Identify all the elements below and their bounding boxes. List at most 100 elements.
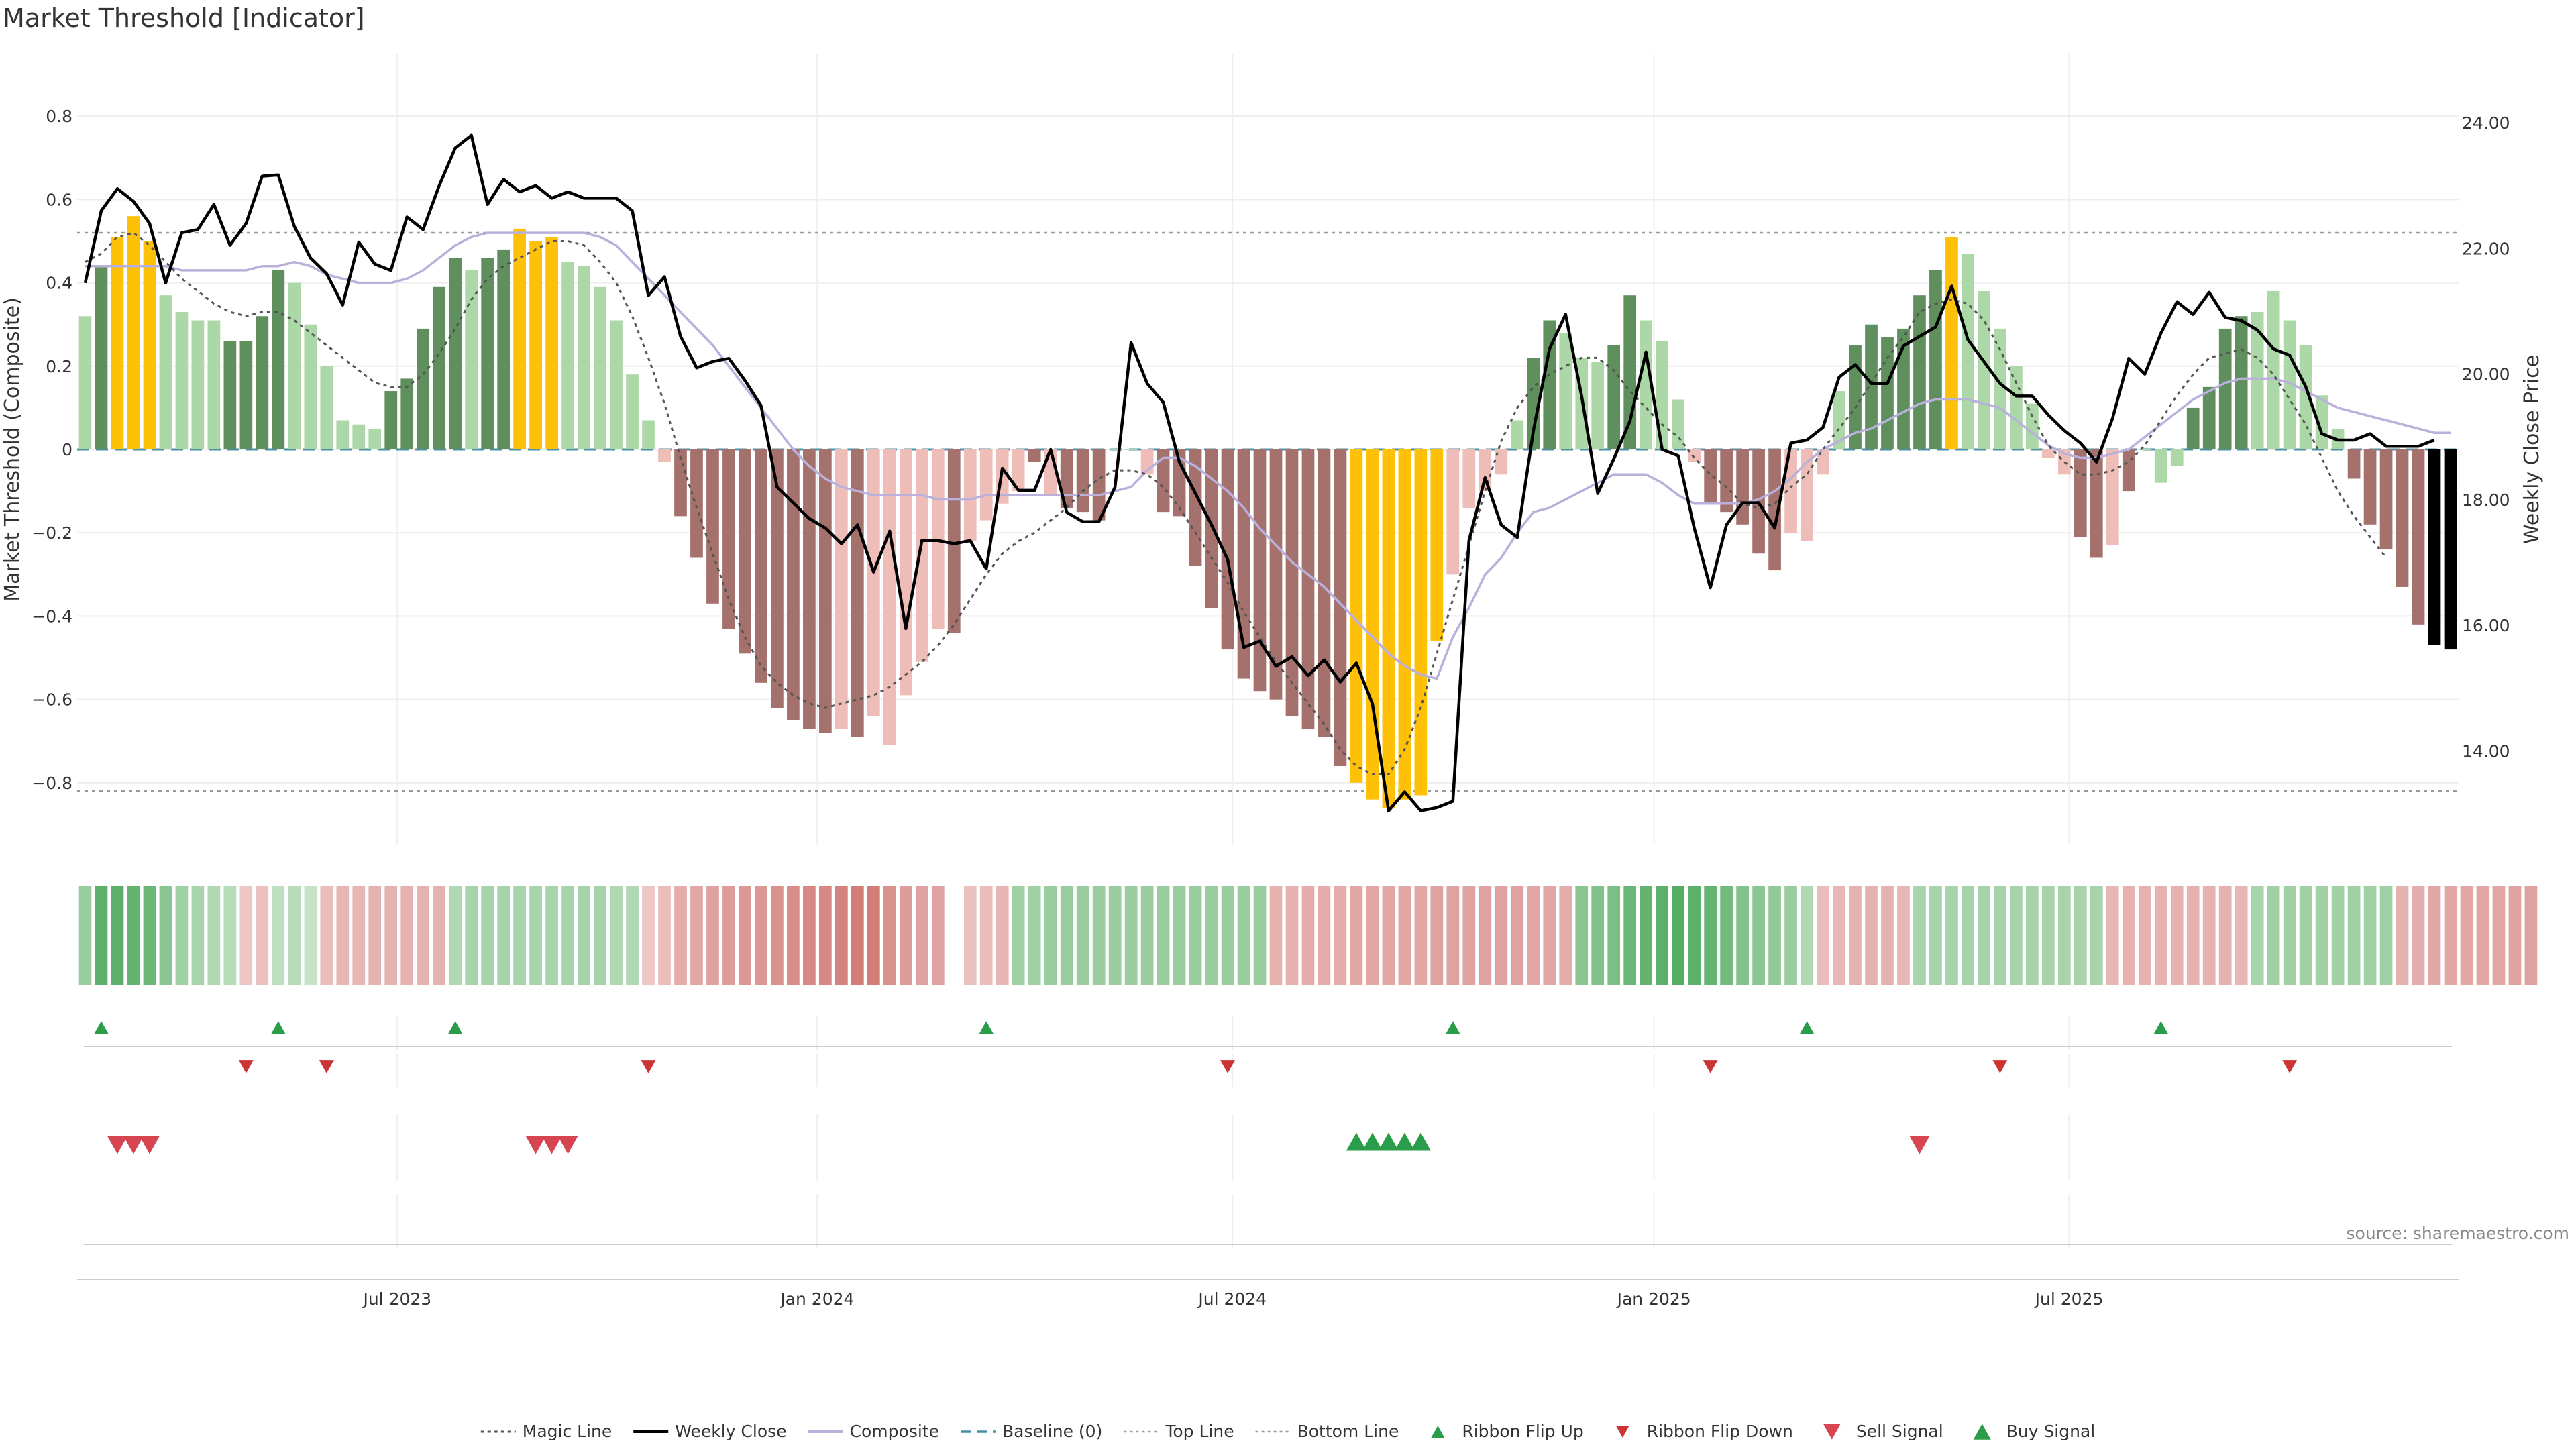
legend-label: Weekly Close <box>675 1421 786 1441</box>
ribbon-cell <box>610 885 623 985</box>
ribbon-cell <box>2476 885 2489 985</box>
composite-bar <box>545 237 558 449</box>
ribbon-cell <box>2267 885 2280 985</box>
composite-bar <box>963 449 977 541</box>
ribbon-cell <box>2090 885 2103 985</box>
composite-bar <box>931 449 945 629</box>
ribbon-cell <box>642 885 655 985</box>
ribbon-cell <box>1157 885 1170 985</box>
composite-bar <box>256 316 269 449</box>
buy-signal-marker <box>1346 1132 1366 1151</box>
composite-bar <box>1929 270 1942 449</box>
ribbon-cell <box>2396 885 2409 985</box>
ribbon-cell <box>2218 885 2232 985</box>
ribbon-cell <box>2315 885 2328 985</box>
composite-bar <box>433 286 446 449</box>
legend-label: Top Line <box>1165 1421 1234 1441</box>
ribbon-cell <box>1301 885 1315 985</box>
composite-bar <box>1269 449 1283 700</box>
ribbon-cell <box>1012 885 1025 985</box>
composite-bar <box>1543 320 1556 449</box>
ribbon-cell <box>1656 885 1669 985</box>
composite-bar <box>1350 449 1363 783</box>
composite-bar <box>368 428 382 449</box>
y2-axis-label: Weekly Close Price <box>2520 355 2544 544</box>
composite-bar <box>2074 449 2087 537</box>
ribbon-cell <box>1817 885 1829 985</box>
composite-bar <box>2010 366 2023 449</box>
composite-bar <box>578 266 590 449</box>
ribbon-cell <box>1801 885 1813 985</box>
ribbon-flip-up-marker <box>1799 1021 1815 1034</box>
ribbon-cell <box>1623 885 1637 985</box>
ribbon-cell <box>1720 885 1733 985</box>
composite-bar <box>239 341 253 449</box>
composite-bar <box>159 295 172 449</box>
ribbon-cell <box>1897 885 1910 985</box>
ribbon-cell <box>1575 885 1589 985</box>
ribbon-cell <box>1752 885 1765 985</box>
legend-item: Bottom Line <box>1255 1421 1399 1441</box>
composite-bar <box>610 320 623 449</box>
composite-bar <box>2202 386 2216 449</box>
ribbon-cell <box>851 885 864 985</box>
ribbon-cell <box>899 885 912 985</box>
composite-bar <box>1446 449 1460 575</box>
composite-bar <box>2251 312 2264 449</box>
ribbon-cell <box>368 885 382 985</box>
composite-bar <box>626 374 639 449</box>
ribbon-cell <box>1704 885 1717 985</box>
composite-bar <box>787 449 800 720</box>
composite-bar <box>658 449 671 462</box>
legend-label: Buy Signal <box>2006 1421 2096 1441</box>
composite-bar <box>1768 449 1781 571</box>
ribbon-cell <box>1945 885 1958 985</box>
ribbon-cell <box>1865 885 1878 985</box>
ribbon-cell <box>352 885 366 985</box>
composite-bar <box>2090 449 2103 558</box>
composite-bar <box>1897 328 1910 449</box>
ribbon-flip-down-marker <box>319 1060 334 1073</box>
composite-bar <box>1221 449 1234 650</box>
ribbon-cell <box>2122 885 2135 985</box>
ribbon-cell <box>1881 885 1894 985</box>
composite-bar <box>771 449 784 708</box>
ribbon-cell <box>336 885 350 985</box>
ribbon-cell <box>787 885 800 985</box>
composite-bar <box>1076 449 1089 513</box>
composite-bar <box>1511 420 1524 449</box>
ribbon-cell <box>1398 885 1411 985</box>
ribbon-cell <box>2283 885 2296 985</box>
sell-signal-marker <box>557 1136 578 1155</box>
composite-bar <box>1366 449 1379 800</box>
ribbon-cell <box>529 885 542 985</box>
chart-title: Market Threshold [Indicator] <box>3 3 365 33</box>
y-tick-label: 0.4 <box>46 274 72 293</box>
ribbon-cell <box>561 885 574 985</box>
ribbon-cell <box>2235 885 2248 985</box>
composite-bar <box>95 266 108 449</box>
composite-bar <box>2428 449 2441 645</box>
ribbon-cell <box>2347 885 2361 985</box>
ribbon-cell <box>2074 885 2087 985</box>
composite-bar <box>191 320 205 449</box>
ribbon-cell <box>288 885 301 985</box>
ribbon-cell <box>1446 885 1460 985</box>
composite-bar <box>1285 449 1299 716</box>
weekly-close-line <box>83 133 2435 812</box>
composite-bar <box>2170 449 2184 466</box>
composite-bar <box>1833 391 1845 449</box>
ribbon-cell <box>545 885 558 985</box>
ribbon-cell <box>578 885 590 985</box>
ribbon-cell <box>465 885 478 985</box>
ribbon-cell <box>2460 885 2473 985</box>
ribbon-cell <box>835 885 848 985</box>
ribbon-cell <box>690 885 703 985</box>
composite-bar <box>1962 254 1974 449</box>
ribbon-cell <box>1978 885 1990 985</box>
composite-bar <box>1865 324 1878 449</box>
x-axis: Jul 2023 Jan 2024 Jul 2024 Jan 2025 Jul 2025 <box>77 1279 2459 1309</box>
composite-bar <box>2026 403 2039 449</box>
composite-bar <box>272 270 285 449</box>
